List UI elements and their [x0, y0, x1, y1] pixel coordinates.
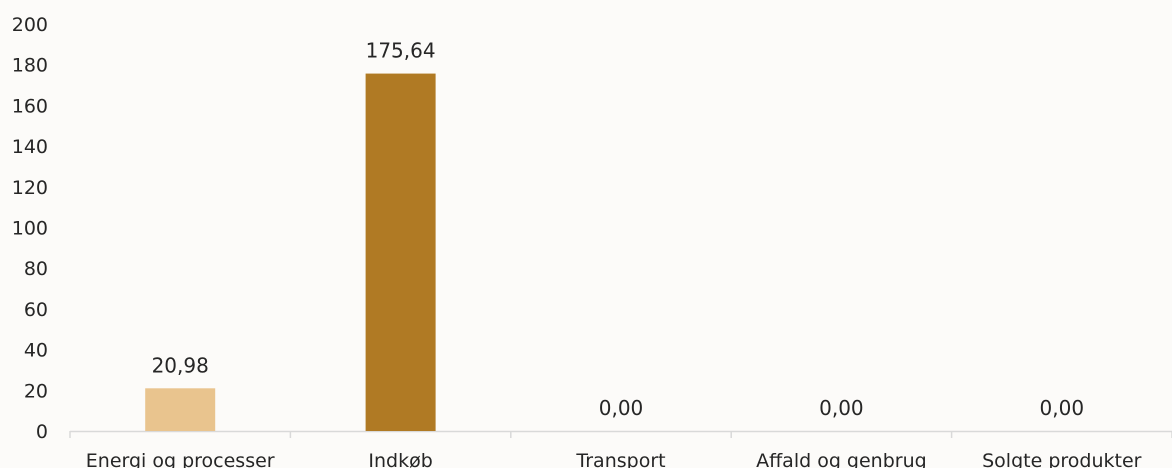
data-labels: 20,98 175,64 0,00 0,00 0,00	[152, 39, 1084, 420]
y-tick-label: 40	[24, 340, 48, 362]
bar	[365, 73, 436, 431]
bars	[145, 73, 436, 431]
x-tick-label: Transport	[575, 450, 665, 468]
y-axis: 0 20 40 60 80 100 120 140 160 180 200	[12, 14, 48, 443]
data-label: 0,00	[599, 396, 644, 420]
y-tick-label: 80	[24, 258, 48, 280]
data-label: 0,00	[1040, 396, 1085, 420]
x-tick-label: Energi og processer	[86, 450, 275, 468]
x-tick-label: Solgte produkter	[982, 450, 1142, 468]
x-tick-label: Indkøb	[368, 450, 432, 468]
y-tick-label: 60	[24, 299, 48, 321]
data-label: 0,00	[819, 396, 864, 420]
data-label: 175,64	[366, 39, 436, 63]
y-tick-label: 20	[24, 380, 48, 402]
y-tick-label: 140	[12, 136, 48, 158]
y-tick-label: 180	[12, 55, 48, 77]
y-tick-label: 0	[36, 421, 48, 443]
x-axis: Energi og processer Indkøb Transport Affald…	[69, 430, 1172, 468]
y-tick-label: 200	[12, 14, 48, 36]
data-label: 20,98	[152, 353, 209, 377]
x-tick-label: Affald og genbrug	[756, 450, 927, 468]
y-tick-label: 160	[12, 95, 48, 117]
y-tick-label: 100	[12, 218, 48, 240]
bar	[145, 388, 216, 431]
y-tick-label: 120	[12, 177, 48, 199]
